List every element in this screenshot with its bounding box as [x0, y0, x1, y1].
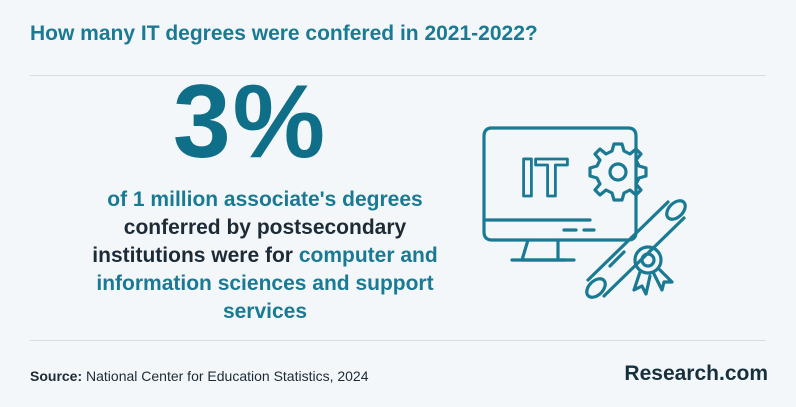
bottom-divider [30, 340, 766, 341]
screen-it-label: IT [520, 148, 568, 208]
source-note: Source: National Center for Education St… [30, 368, 369, 384]
page-title: How many IT degrees were confered in 202… [30, 22, 538, 45]
stat-value: 3% [172, 64, 328, 180]
it-illustration: IT [478, 120, 708, 320]
diploma-icon [585, 199, 687, 299]
stat-description: of 1 million associate's degrees conferr… [80, 186, 450, 326]
source-label: Source: [30, 368, 83, 384]
top-divider [30, 75, 766, 76]
description-part-3: computer and information sciences and su… [96, 244, 438, 323]
description-part-2: conferred by postsecondary institutions … [92, 216, 407, 267]
brand-logo: Research.com [624, 362, 768, 385]
monitor-icon: IT [482, 126, 638, 262]
description-part-1: of 1 million associate's degrees [107, 188, 423, 211]
gear-icon [588, 142, 648, 202]
source-text: National Center for Education Statistics… [86, 368, 369, 384]
